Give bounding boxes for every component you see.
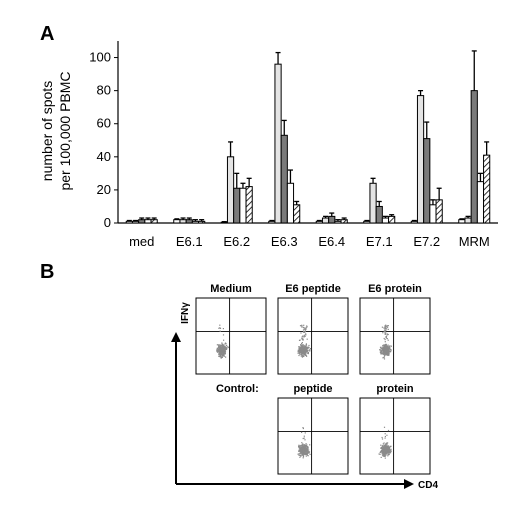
y-tick-label: 0: [104, 215, 111, 230]
bar: [191, 220, 200, 224]
bar: [125, 220, 133, 224]
bar: [173, 219, 181, 224]
y-tick-label: 60: [97, 116, 111, 131]
bar: [245, 186, 253, 224]
bar: [416, 95, 425, 224]
x-tick-label: E6.2: [223, 234, 250, 249]
plot-title: protein: [376, 383, 414, 395]
bar: [483, 154, 491, 224]
y-axis-label-line1: number of spots: [39, 81, 55, 181]
bar: [138, 219, 146, 224]
dot-plot-frame: [195, 297, 267, 375]
bar: [375, 205, 383, 224]
bar: [458, 219, 466, 224]
plot-title: peptide: [293, 383, 332, 395]
plot-title: E6 peptide: [285, 283, 341, 295]
bar: [423, 138, 431, 224]
bar: [476, 181, 485, 224]
cell-population: [297, 324, 311, 358]
panel-b-label: B: [40, 261, 54, 283]
x-tick-label: E6.1: [176, 234, 203, 249]
bar: [435, 199, 443, 224]
bar: [315, 220, 323, 224]
bar: [369, 182, 377, 224]
bar: [226, 156, 235, 224]
bar-chart: 0 20 40 60 80 100 med E6.1 E6.2 E6.3 E6.4 E7.1 E7.2 M…: [89, 41, 498, 249]
bar: [334, 220, 342, 224]
dot-plot-frame: [359, 297, 431, 375]
cd4-axis-arrowhead: [404, 479, 414, 489]
bar: [185, 219, 193, 224]
x-tick-label: E6.3: [271, 234, 298, 249]
bar: [286, 182, 295, 224]
bar: [233, 187, 241, 224]
x-tick-label: E7.2: [413, 234, 440, 249]
x-tick-label: E6.4: [318, 234, 345, 249]
control-row-label: Control:: [216, 383, 259, 395]
bar: [150, 219, 158, 224]
dot-plot-frame: [277, 397, 349, 475]
y-tick-label: 40: [97, 149, 111, 164]
dot-plot-frame: [359, 397, 431, 475]
bar: [429, 204, 437, 224]
x-axis-label-cd4: CD4: [418, 480, 438, 491]
panel-a-label: A: [40, 23, 54, 45]
cell-population: [379, 324, 392, 360]
cell-population: [297, 427, 311, 459]
bar: [388, 215, 396, 224]
bar: [274, 63, 282, 224]
bar: [464, 217, 472, 224]
bar: [410, 220, 418, 224]
bar: [198, 220, 206, 224]
plot-title: Medium: [210, 283, 252, 295]
bar: [363, 220, 371, 224]
y-tick-label: 100: [89, 50, 111, 65]
bar: [280, 134, 288, 224]
flow-cytometry-panel: Medium E6 peptide E6 protein peptide protein: [195, 283, 431, 475]
y-axis-label-line2: per 100,000 PBMC: [57, 71, 73, 190]
y-tick-label: 80: [97, 83, 111, 98]
bar: [179, 219, 187, 224]
bar: [268, 220, 276, 224]
x-tick-label: E7.1: [366, 234, 393, 249]
bar: [131, 220, 140, 224]
bar: [340, 219, 348, 224]
cell-population: [378, 426, 392, 459]
ifng-axis-arrowhead: [171, 332, 181, 342]
bar: [470, 90, 478, 224]
y-axis-label-ifng: IFNγ: [180, 302, 191, 324]
dot-plot-frame: [277, 297, 349, 375]
y-tick-label: 20: [97, 182, 111, 197]
x-tick-label: MRM: [459, 234, 490, 249]
bar: [321, 217, 330, 224]
x-tick-label: med: [129, 234, 154, 249]
bar: [328, 215, 336, 224]
bar: [144, 219, 152, 224]
bar: [293, 204, 301, 224]
cell-population: [216, 324, 229, 359]
plot-title: E6 protein: [368, 283, 422, 295]
bar: [239, 187, 247, 224]
bar: [381, 217, 390, 224]
